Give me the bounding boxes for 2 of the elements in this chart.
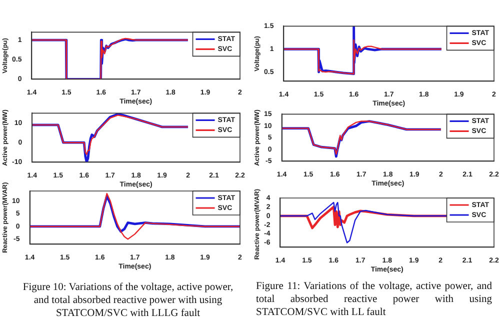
caption: Figure 11: Variations of the voltage, active power, and total absorbed reactive power with using STATCOM/SVC with LL fault <box>256 280 492 319</box>
caption: Figure 10: Variations of the voltage, active power, and total absorbed reactive power with using STATCOM/SVC with LLLG fault <box>22 281 234 320</box>
